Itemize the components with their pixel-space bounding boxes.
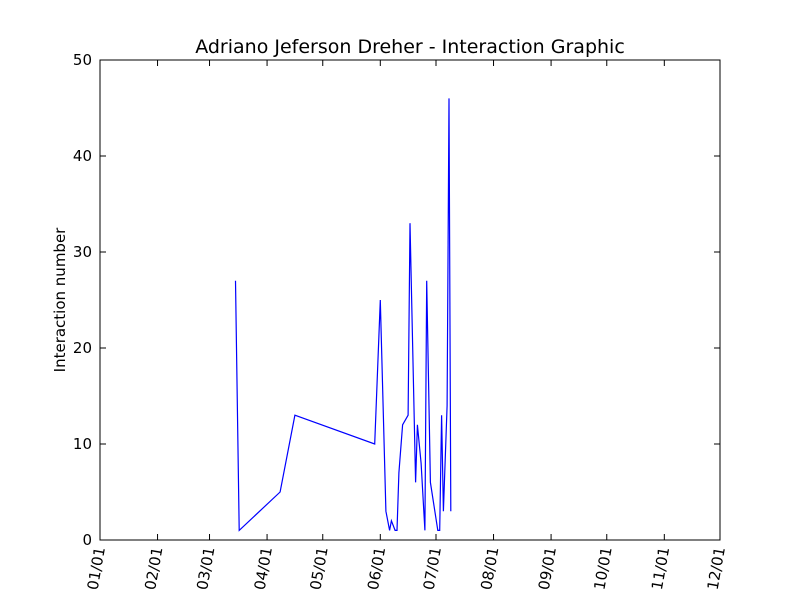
y-tick-label: 10 bbox=[73, 435, 92, 453]
y-tick-label: 50 bbox=[73, 51, 92, 69]
series-line bbox=[234, 98, 452, 532]
y-axis: 0 10 20 30 40 50 bbox=[73, 51, 720, 549]
y-tick-label: 30 bbox=[73, 243, 92, 261]
y-tick-label: 20 bbox=[73, 339, 92, 357]
y-tick-label: 40 bbox=[73, 147, 92, 165]
y-axis-label: Interaction number bbox=[51, 227, 69, 373]
axes-frame bbox=[99, 59, 721, 541]
y-tick-label: 0 bbox=[82, 531, 92, 549]
chart-title: Adriano Jeferson Dreher - Interaction Gr… bbox=[195, 36, 625, 58]
